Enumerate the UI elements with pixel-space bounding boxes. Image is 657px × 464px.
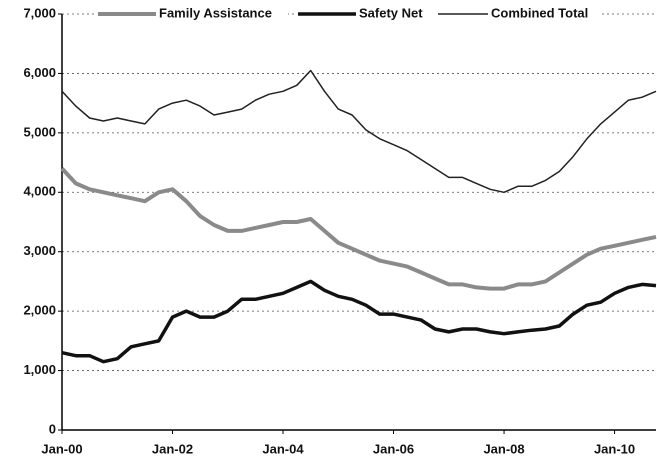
y-tick-label: 2,000 [23, 303, 56, 318]
x-tick-label: Jan-08 [483, 441, 524, 456]
legend-background [296, 6, 438, 22]
y-tick-label: 0 [49, 421, 56, 436]
legend-background [436, 6, 600, 22]
x-tick-label: Jan-04 [262, 441, 304, 456]
legend-label: Safety Net [359, 5, 423, 20]
x-tick-label: Jan-00 [41, 441, 82, 456]
x-tick-label: Jan-10 [594, 441, 635, 456]
x-tick-label: Jan-02 [152, 441, 193, 456]
line-series [61, 279, 657, 364]
y-tick-label: 5,000 [23, 124, 56, 139]
y-tick-label: 4,000 [23, 184, 56, 199]
y-tick-label: 7,000 [23, 5, 56, 20]
y-tick-label: 1,000 [23, 362, 56, 377]
y-tick-label: 3,000 [23, 243, 56, 258]
legend-label: Combined Total [491, 5, 588, 20]
legend-label: Family Assistance [159, 5, 272, 20]
legend-background [96, 6, 288, 22]
line-series [61, 69, 657, 194]
line-series [60, 167, 657, 291]
x-tick-label: Jan-06 [373, 441, 414, 456]
y-tick-label: 6,000 [23, 65, 56, 80]
